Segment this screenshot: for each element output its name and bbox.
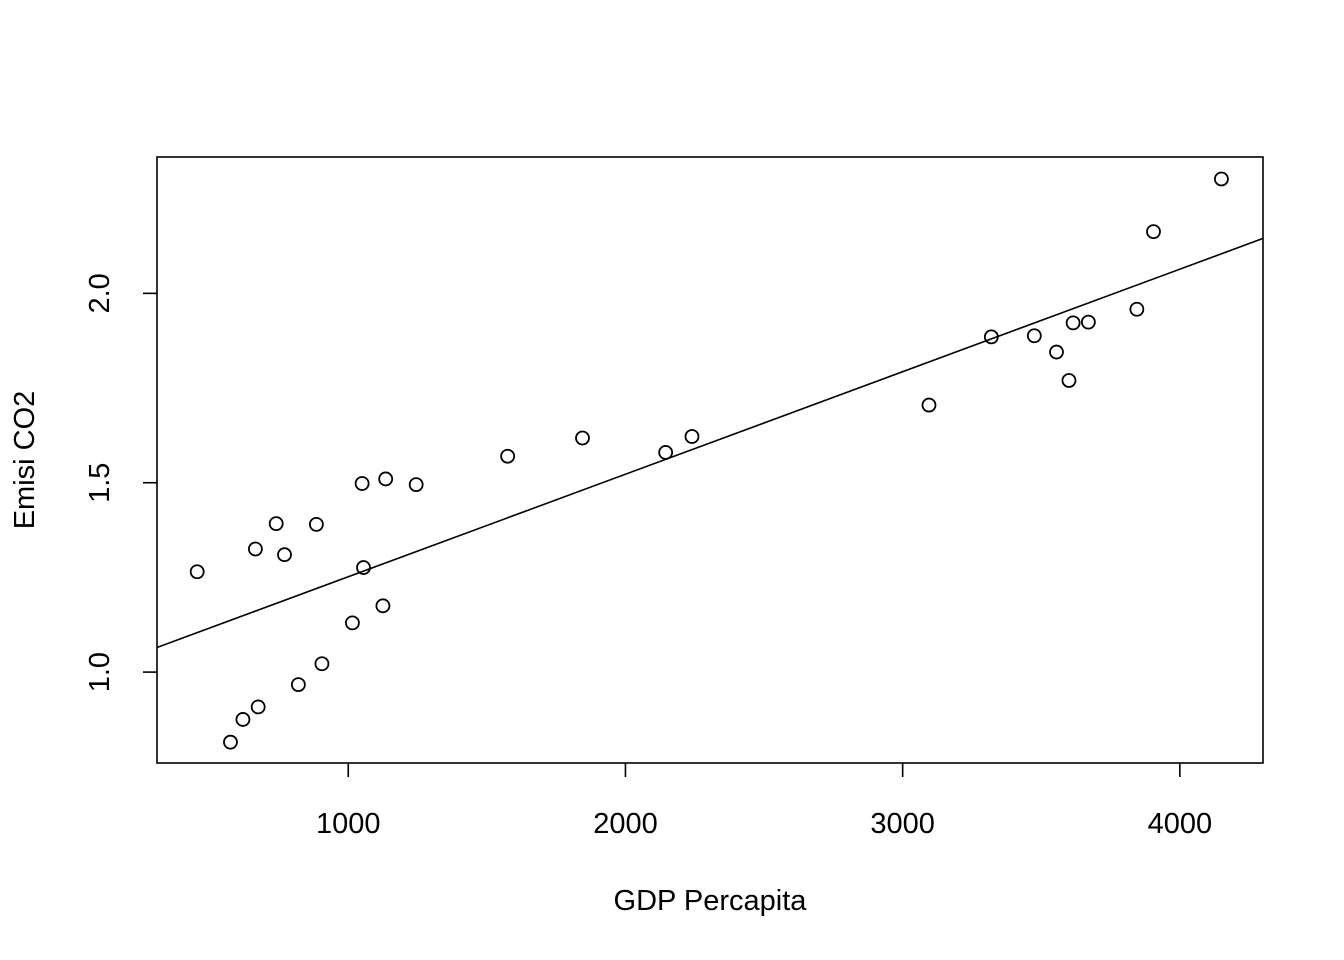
- data-point: [658, 445, 674, 460]
- data-point: [1026, 328, 1042, 344]
- data-point: [356, 560, 371, 575]
- data-point: [1214, 171, 1229, 187]
- data-point: [1065, 315, 1081, 331]
- data-point: [983, 329, 999, 345]
- data-point: [314, 656, 330, 672]
- data-point: [575, 430, 590, 446]
- data-point: [250, 699, 266, 715]
- data-point: [290, 677, 306, 692]
- data-point: [1049, 344, 1064, 360]
- y-tick-label: 1.5: [84, 463, 116, 503]
- y-tick-label: 2.0: [84, 273, 116, 313]
- data-point: [277, 547, 292, 563]
- data-point: [345, 615, 360, 631]
- data-point: [1080, 314, 1096, 330]
- data-point: [921, 397, 937, 413]
- data-point: [375, 598, 391, 614]
- x-tick-label: 1000: [316, 808, 381, 840]
- regression-line: [156, 237, 1264, 649]
- data-point: [268, 516, 284, 532]
- data-point: [223, 734, 238, 750]
- x-tick-label: 4000: [1148, 808, 1213, 840]
- data-point: [235, 712, 251, 727]
- y-axis-ticks: 1.0 1.5 2.0: [84, 273, 157, 692]
- data-point: [1146, 224, 1161, 240]
- x-tick-label: 2000: [593, 808, 658, 840]
- x-tick-label: 3000: [870, 808, 935, 840]
- data-point: [378, 471, 394, 487]
- y-axis-title: Emisi CO2: [9, 391, 41, 530]
- data-point: [408, 477, 424, 493]
- data-point: [500, 448, 516, 464]
- x-axis-title: GDP Percapita: [614, 885, 808, 917]
- data-point: [308, 516, 324, 532]
- data-points: [189, 171, 1229, 750]
- data-point: [189, 564, 205, 580]
- plot-frame: [156, 156, 1264, 764]
- data-point: [1061, 373, 1077, 388]
- data-point: [1129, 301, 1145, 317]
- data-point: [248, 541, 263, 557]
- y-tick-label: 1.0: [84, 652, 116, 692]
- data-point: [354, 476, 370, 491]
- data-point: [684, 429, 700, 444]
- x-axis-ticks: 1000 2000 3000 4000: [316, 763, 1212, 840]
